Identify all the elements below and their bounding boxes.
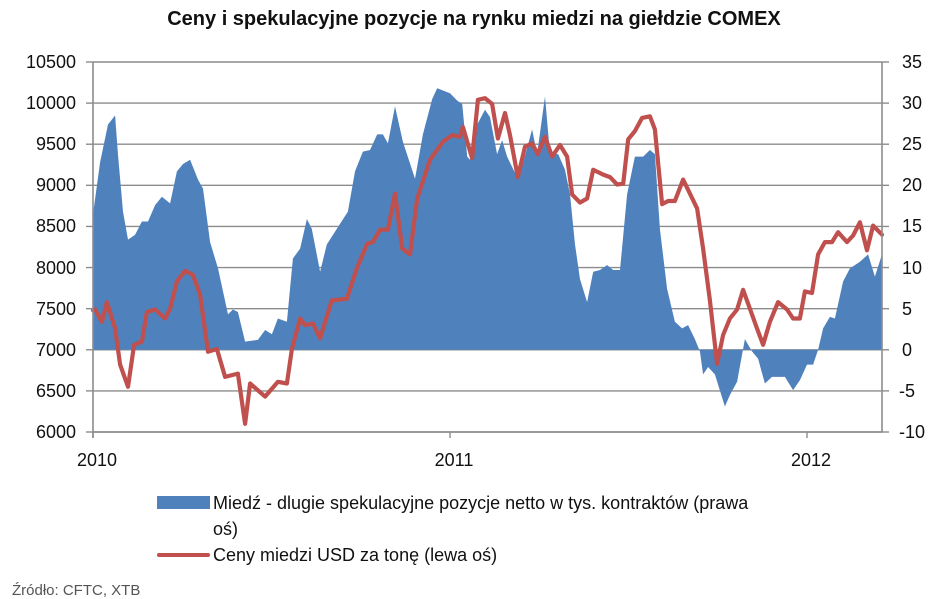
net-positions-area-series (93, 88, 882, 407)
legend-item-copper-price: Ceny miedzi USD za tonę (lewa oś) (157, 542, 773, 568)
left-axis-tick-label: 6500 (35, 380, 76, 401)
source-note: Źródło: CFTC, XTB (12, 582, 141, 599)
x-axis-tick-label: 2011 (434, 450, 474, 470)
right-axis-tick-label: 35 (902, 52, 923, 72)
chart-legend: Miedź - dlugie spekulacyjne pozycje nett… (157, 490, 773, 568)
left-axis-tick-label: 10500 (25, 52, 76, 72)
right-axis-tick-label: 10 (902, 257, 923, 278)
left-axis-tick-label: 10000 (25, 93, 76, 114)
right-axis-tick-label: -10 (899, 422, 926, 442)
right-axis-tick-label: 0 (902, 339, 913, 360)
left-axis-tick-label: 6000 (35, 422, 76, 442)
left-axis-tick-label: 8000 (35, 257, 76, 278)
legend-item-net-positions: Miedź - dlugie spekulacyjne pozycje nett… (157, 490, 773, 542)
x-axis-tick-label: 2012 (790, 450, 832, 470)
x-axis-tick-label: 2010 (76, 450, 118, 470)
legend-label: Miedź - dlugie spekulacyjne pozycje nett… (213, 493, 749, 539)
area-swatch-icon (157, 496, 210, 509)
right-axis-tick-label: 25 (902, 134, 923, 155)
right-axis-tick-label: 20 (902, 175, 923, 196)
copper-price-line-series (90, 96, 885, 426)
left-axis-tick-label: 7000 (35, 339, 76, 360)
right-axis-tick-label: 5 (902, 298, 913, 319)
line-swatch-icon (157, 553, 210, 557)
left-axis-tick-label: 9500 (35, 134, 76, 155)
line-series-path (90, 96, 885, 426)
right-axis-tick-label: 15 (902, 216, 923, 237)
area-series-path (93, 88, 882, 407)
legend-label: Ceny miedzi USD za tonę (lewa oś) (213, 545, 498, 565)
axes (86, 61, 889, 438)
chart-title: Ceny i spekulacyjne pozycje na rynku mie… (167, 8, 781, 30)
right-axis-tick-label: 30 (902, 93, 923, 114)
right-axis-tick-label: -5 (899, 380, 916, 401)
left-axis-tick-label: 9000 (35, 175, 76, 196)
left-axis-tick-label: 7500 (35, 298, 76, 319)
left-axis-tick-label: 8500 (35, 216, 76, 237)
